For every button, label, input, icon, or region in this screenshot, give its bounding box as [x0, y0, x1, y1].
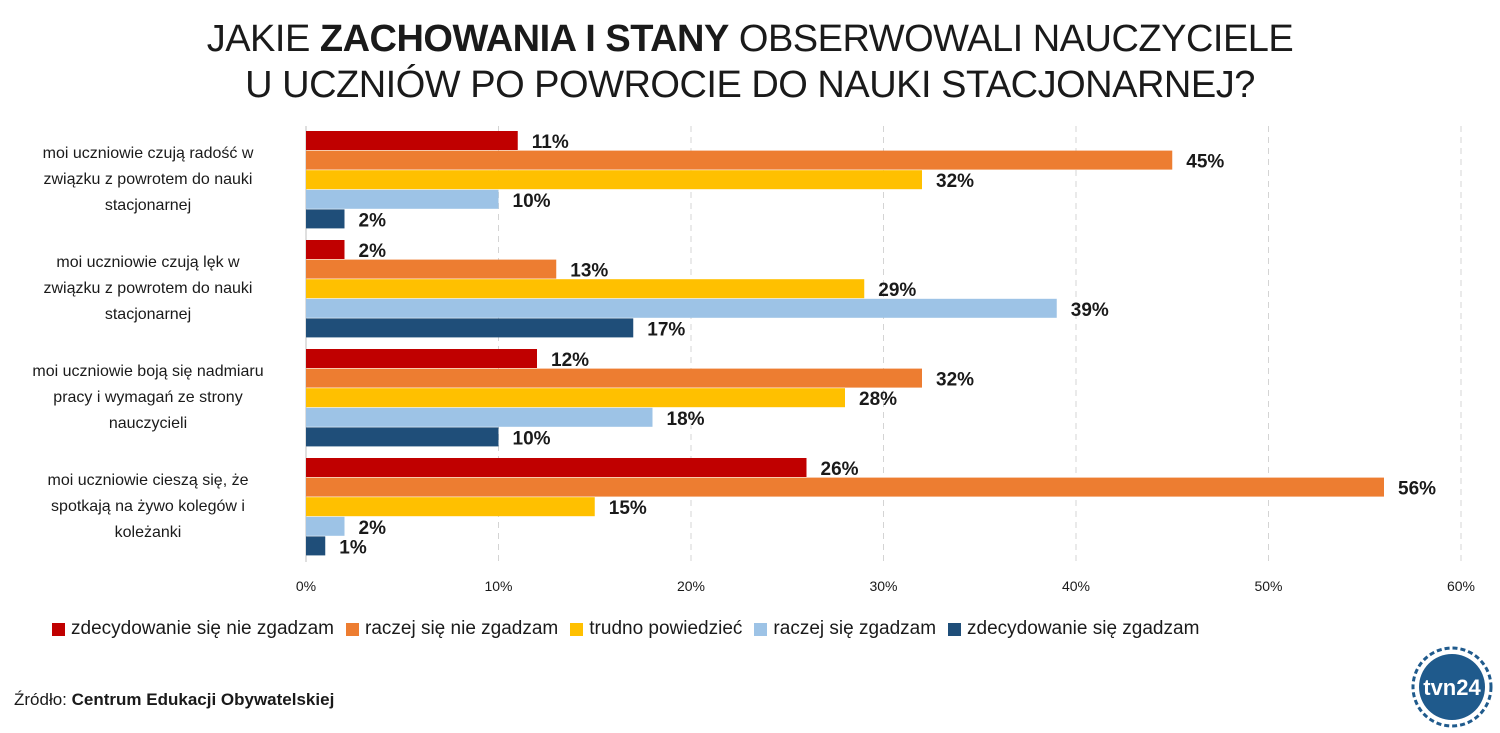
bar	[306, 368, 922, 388]
x-tick-label: 50%	[1254, 578, 1282, 594]
bar	[306, 497, 595, 517]
bar-value-label: 10%	[513, 191, 551, 212]
legend-swatch	[754, 622, 768, 636]
title-prefix: JAKIE	[206, 18, 320, 60]
legend-swatch	[346, 622, 359, 636]
legend-item: raczej się zgadzam	[754, 618, 936, 640]
bar-value-label: 28%	[859, 389, 897, 410]
bar-value-label: 32%	[936, 171, 974, 192]
bar	[306, 516, 345, 536]
bar	[306, 259, 557, 279]
legend: zdecydowanie się nie zgadzam raczej się n…	[52, 618, 1211, 640]
bar-value-label: 13%	[570, 261, 608, 282]
bar-value-label: 32%	[936, 370, 974, 391]
x-tick-label: 30%	[869, 578, 897, 594]
title-suffix: OBSERWOWALI NAUCZYCIELE	[728, 18, 1294, 60]
bar-chart: 0% 10% 20% 30% 40% 50% 60% 11% 45% 32% 10% 2% 2% 13% 2…	[296, 126, 1475, 594]
category-label-line: moi uczniowie cieszą się, że	[47, 472, 249, 489]
bar	[306, 170, 922, 190]
category-label-line: nauczycieli	[108, 415, 188, 432]
bar-value-label: 2%	[359, 518, 387, 539]
source-prefix: Źródło:	[14, 690, 72, 709]
bar-value-label: 2%	[359, 241, 387, 262]
bar	[306, 298, 1057, 318]
bar	[306, 131, 518, 150]
bar	[306, 349, 537, 368]
legend-item: raczej się nie zgadzam	[346, 618, 558, 640]
category-label-line: stacjonarnej	[104, 306, 192, 323]
category-label: moi uczniowie boją się nadmiaru pracy i w…	[0, 359, 296, 437]
chart-title: JAKIE ZACHOWANIA I STANY OBSERWOWALI NAU…	[0, 16, 1500, 108]
x-tick-label: 20%	[677, 578, 705, 594]
category-label-line: stacjonarnej	[104, 197, 192, 214]
source-name: Centrum Edukacji Obywatelskiej	[71, 690, 335, 709]
bar	[306, 209, 345, 229]
logo-text: tvn24	[1423, 675, 1481, 700]
bar-value-label: 39%	[1071, 300, 1109, 321]
category-label-line: moi uczniowie boją się nadmiaru	[32, 363, 264, 380]
category-label: moi uczniowie czują lęk w związku z powro…	[0, 250, 296, 328]
category-label-line: pracy i wymagań ze strony	[53, 389, 243, 406]
category-label-line: moi uczniowie czują lęk w	[56, 254, 240, 271]
bar	[306, 189, 499, 209]
bar-value-label: 29%	[878, 280, 916, 301]
legend-swatch	[948, 622, 962, 636]
bar-value-label: 12%	[551, 350, 589, 371]
bar-value-label: 45%	[1186, 152, 1224, 173]
bar-value-label: 15%	[609, 498, 647, 519]
category-label-line: moi uczniowie czują radość w	[42, 145, 254, 162]
legend-label: zdecydowanie się zgadzam	[967, 618, 1200, 639]
title-line-2: U UCZNIÓW PO POWROCIE DO NAUKI STACJONAR…	[245, 64, 1255, 106]
bar	[306, 536, 326, 556]
bar-value-label: 17%	[647, 319, 685, 340]
bar	[306, 458, 807, 477]
legend-label: raczej się nie zgadzam	[365, 618, 559, 639]
legend-item: zdecydowanie się nie zgadzam	[52, 618, 334, 640]
tvn24-logo: tvn24	[1411, 646, 1493, 728]
x-tick-label: 60%	[1447, 578, 1475, 594]
bar	[306, 407, 653, 427]
bar-value-label: 18%	[667, 409, 705, 430]
bar-value-label: 11%	[532, 132, 569, 153]
category-label: moi uczniowie czują radość w związku z po…	[0, 141, 296, 219]
bar	[306, 477, 1384, 497]
category-label-line: związku z powrotem do nauki	[43, 171, 253, 188]
legend-swatch	[570, 622, 584, 636]
source-note: Źródło: Centrum Edukacji Obywatelskiej	[14, 690, 334, 710]
title-bold: ZACHOWANIA I STANY	[319, 18, 729, 60]
bar-value-label: 10%	[513, 428, 551, 449]
x-tick-label: 10%	[484, 578, 512, 594]
legend-item: trudno powiedzieć	[570, 618, 742, 640]
legend-label: raczej się zgadzam	[773, 618, 937, 639]
category-label: moi uczniowie cieszą się, że spotkają na …	[0, 468, 296, 546]
x-tick-label: 0%	[296, 578, 316, 594]
x-tick-label: 40%	[1062, 578, 1090, 594]
bar	[306, 388, 845, 408]
bar-value-label: 56%	[1398, 479, 1436, 500]
bar	[306, 279, 865, 299]
title-line-1: JAKIE ZACHOWANIA I STANY OBSERWOWALI NAU…	[0, 16, 1500, 62]
bar	[306, 318, 634, 338]
legend-label: trudno powiedzieć	[589, 618, 743, 639]
legend-swatch	[52, 622, 65, 636]
legend-item: zdecydowanie się zgadzam	[948, 618, 1199, 640]
legend-label: zdecydowanie się nie zgadzam	[71, 618, 334, 639]
category-label-line: związku z powrotem do nauki	[43, 280, 253, 297]
category-label-line: spotkają na żywo kolegów i	[51, 498, 245, 515]
bar	[306, 150, 1173, 170]
bar-value-label: 1%	[339, 537, 367, 558]
bar	[306, 427, 499, 447]
bar-value-label: 26%	[821, 459, 859, 480]
bar	[306, 240, 345, 259]
category-label-line: koleżanki	[114, 524, 182, 541]
bar-value-label: 2%	[359, 210, 387, 231]
